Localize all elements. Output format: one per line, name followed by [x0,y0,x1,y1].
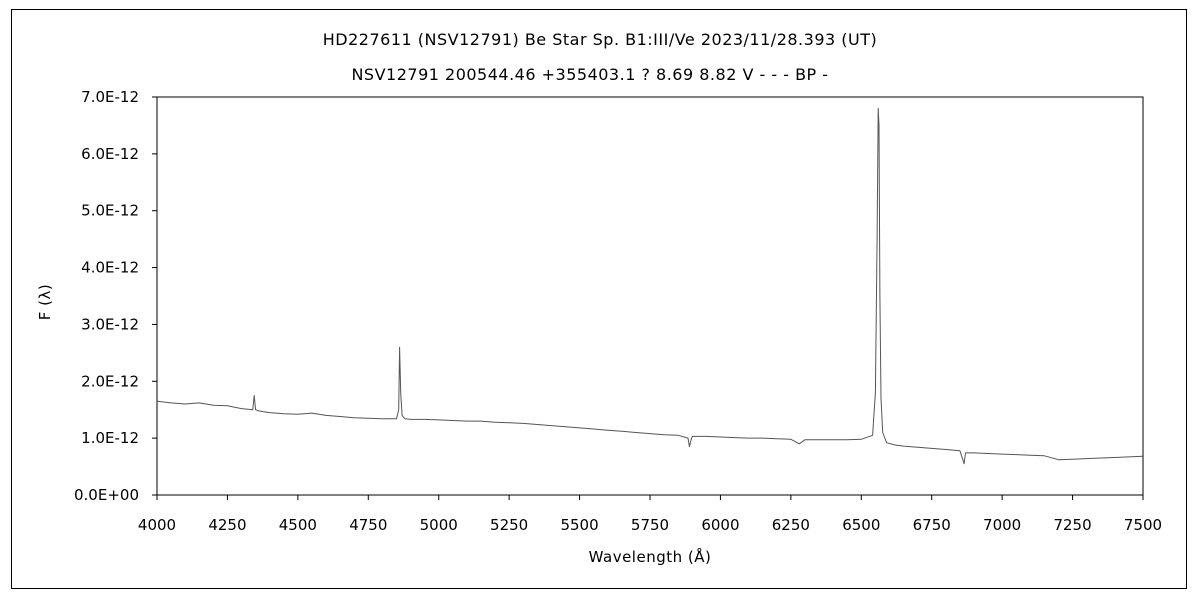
x-axis: 4000 4250 4500 4750 5000 5250 5500 5750 6000 6250… [138,495,1162,534]
y-tick-label: 4.0E-12 [81,259,139,277]
spectrum-line [156,107,1144,465]
x-tick-label: 4000 [138,516,176,534]
x-tick-label: 7000 [983,516,1021,534]
x-tick-label: 7250 [1053,516,1091,534]
y-axis: 0.0E+00 1.0E-12 2.0E-12 3.0E-12 4.0E-12 5.0E-… [74,88,157,504]
y-tick-label: 0.0E+00 [74,486,139,504]
x-tick-label: 4250 [208,516,246,534]
y-tick-label: 2.0E-12 [81,372,139,390]
x-tick-label: 5750 [631,516,669,534]
y-tick-label: 7.0E-12 [81,88,139,106]
x-tick-label: 6000 [701,516,739,534]
chart-frame [11,9,1187,589]
chart-subtitle: NSV12791 200544.46 +355403.1 ? 8.69 8.82… [351,65,828,84]
x-tick-label: 5500 [560,516,598,534]
x-tick-label: 6250 [772,516,810,534]
y-tick-label: 6.0E-12 [81,145,139,163]
x-tick-label: 4500 [279,516,317,534]
chart-title: HD227611 (NSV12791) Be Star Sp. B1:III/V… [323,30,877,49]
x-tick-label: 5000 [420,516,458,534]
y-tick-label: 3.0E-12 [81,315,139,333]
y-tick-label: 5.0E-12 [81,202,139,220]
x-tick-label: 6500 [842,516,880,534]
x-tick-label: 6750 [913,516,951,534]
x-tick-label: 5250 [490,516,528,534]
x-tick-label: 4750 [349,516,387,534]
y-axis-label: F (λ) [36,284,54,320]
x-tick-label: 7500 [1124,516,1162,534]
series-layer [156,107,1144,465]
y-tick-label: 1.0E-12 [81,429,139,447]
x-axis-label: Wavelength (Å) [589,547,712,566]
plot-area [156,96,1144,496]
